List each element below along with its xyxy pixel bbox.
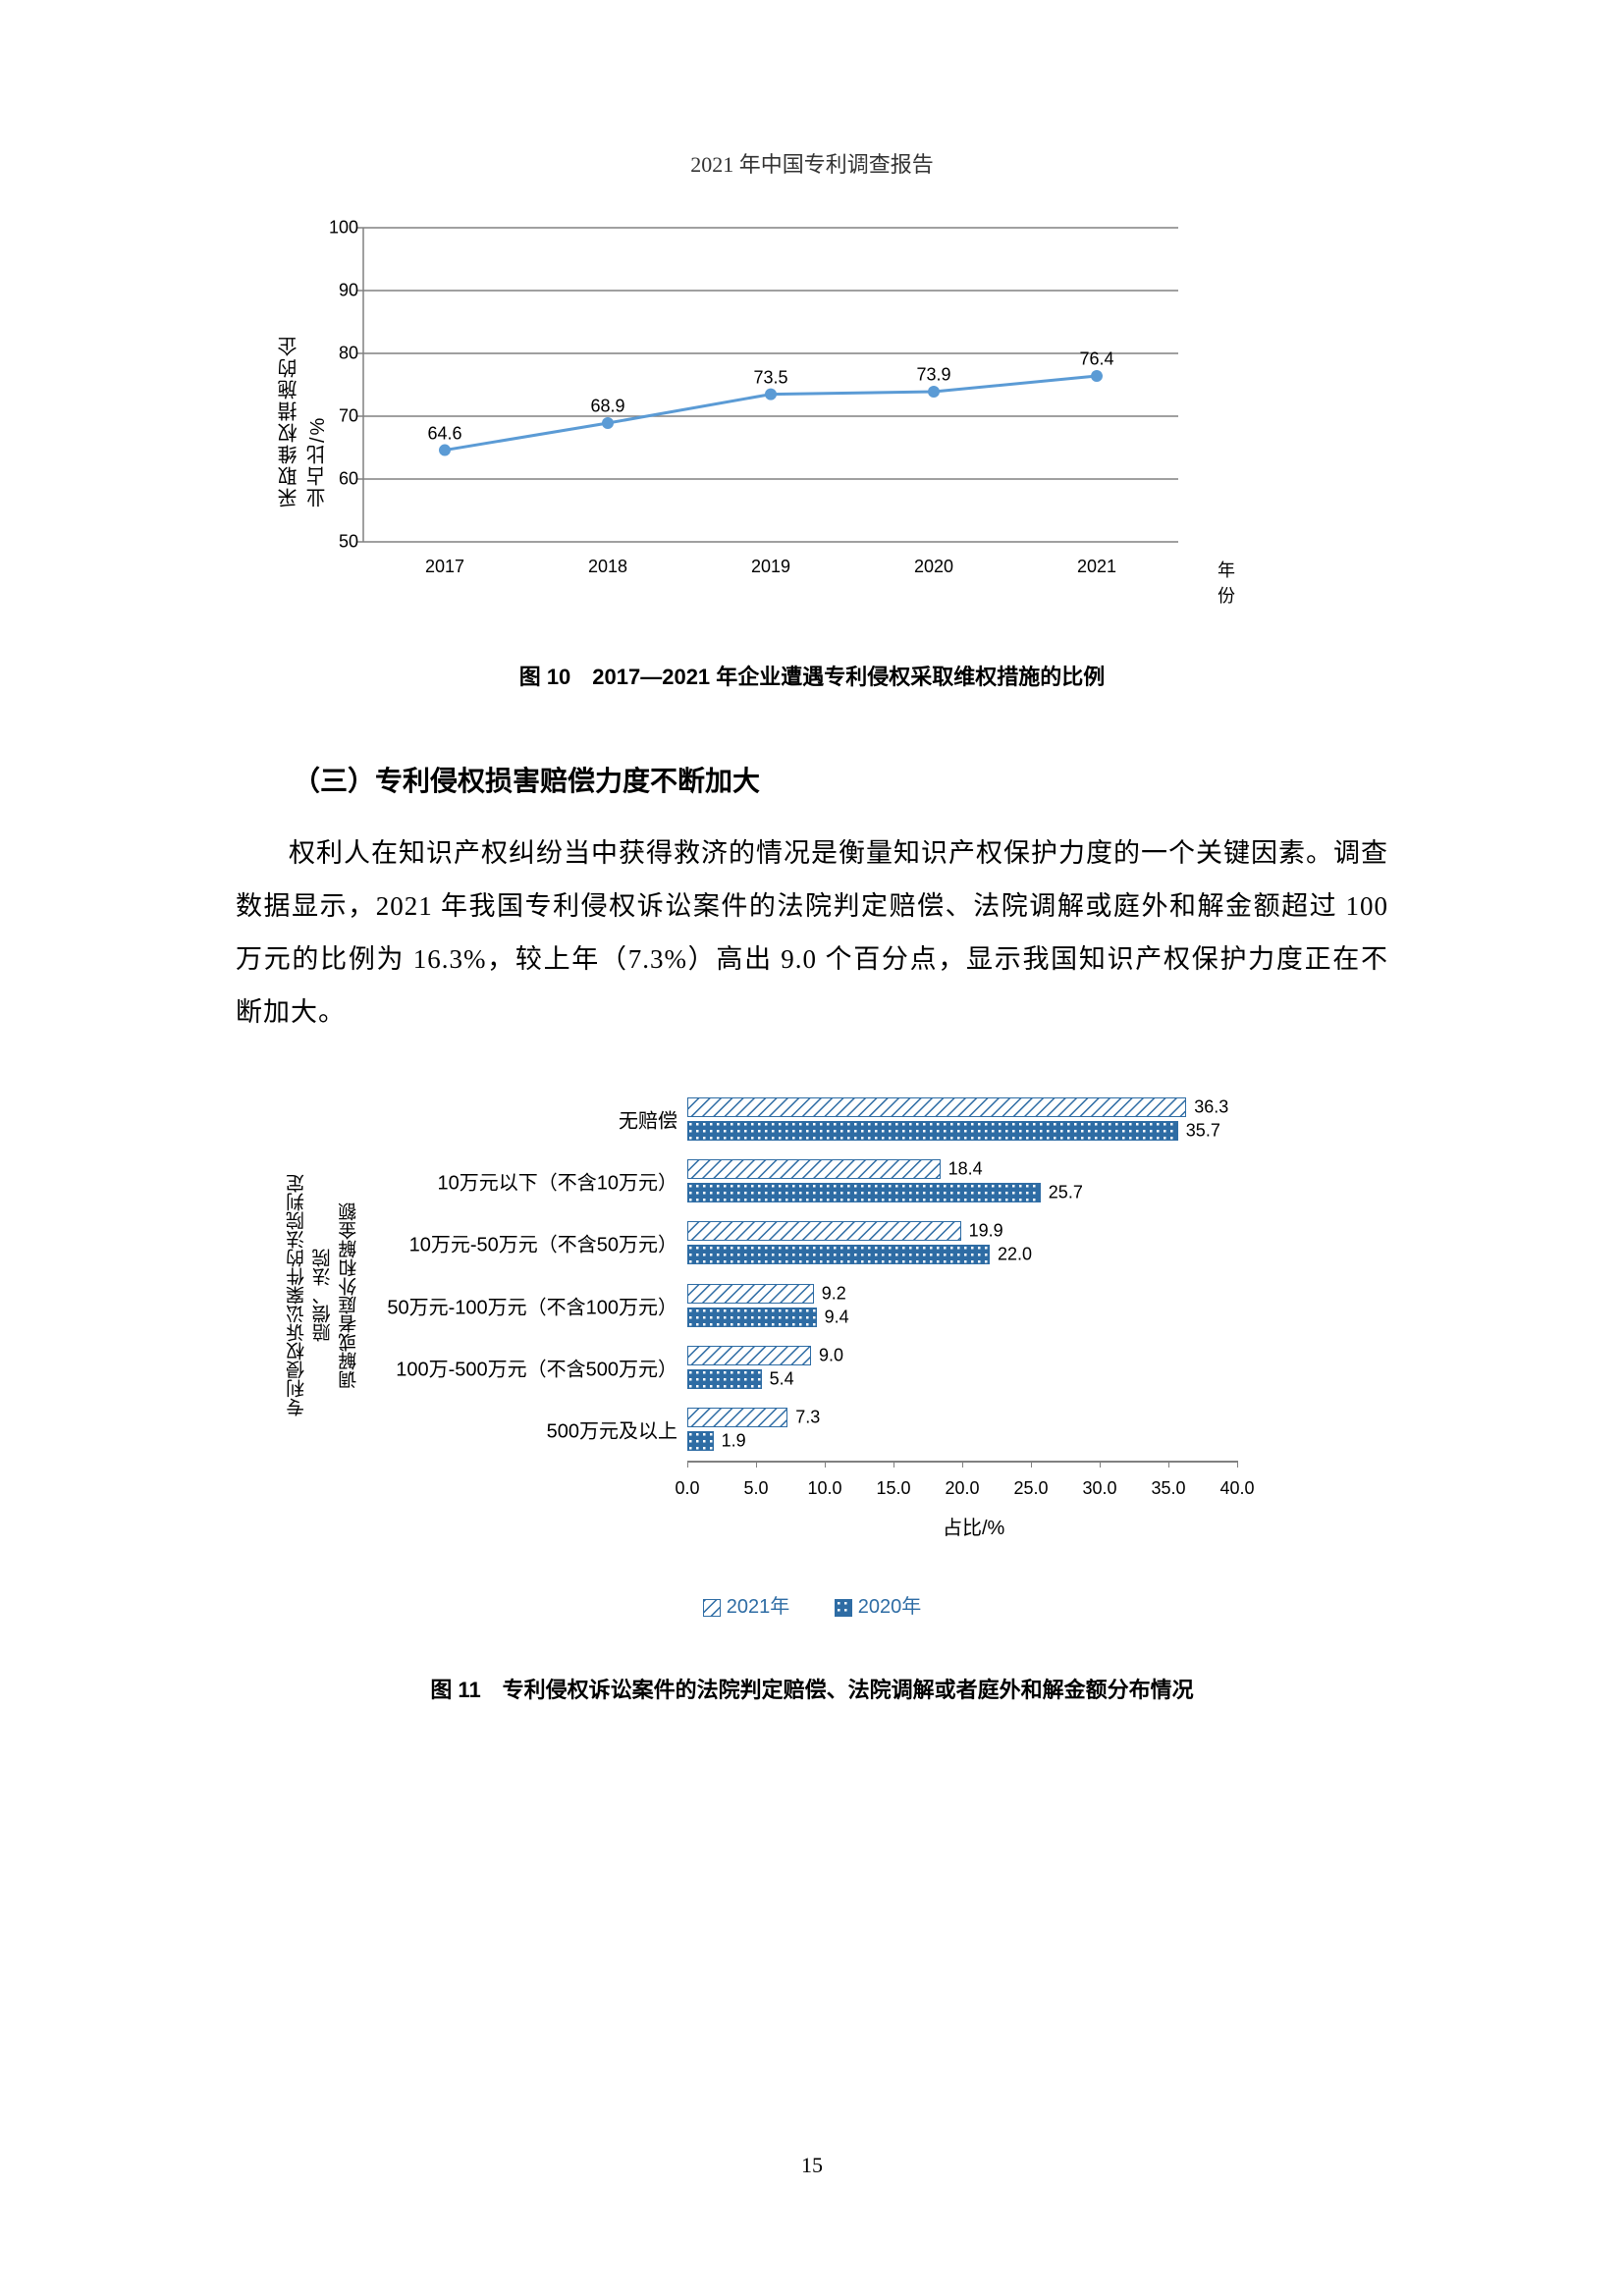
chart2-value-label: 22.0 [998, 1245, 1032, 1265]
chart2-bar-2021 [687, 1284, 814, 1304]
figure-10-line-chart: 采取维权措施的企业占比/% 5060708090100 201720182019… [295, 228, 1237, 601]
chart2-bar-2020 [687, 1369, 762, 1389]
chart2-bar-2020 [687, 1245, 990, 1264]
chart2-xtick: 10.0 [807, 1478, 841, 1499]
legend-item-2021: 2021年 [703, 1596, 795, 1618]
chart1-ytick: 50 [329, 532, 358, 553]
chart2-value-label: 1.9 [722, 1431, 746, 1452]
chart2-value-label: 19.9 [969, 1221, 1003, 1242]
chart1-xtick: 2018 [588, 557, 627, 577]
chart1-xtick: 2021 [1077, 557, 1116, 577]
chart2-value-label: 9.0 [819, 1346, 843, 1366]
chart2-value-label: 9.2 [822, 1283, 846, 1304]
chart2-category-label: 10万元以下（不含10万元） [324, 1167, 677, 1196]
chart1-data-label: 68.9 [590, 397, 624, 417]
chart2-xtick: 15.0 [876, 1478, 910, 1499]
chart2-xtick: 20.0 [945, 1478, 979, 1499]
figure-11-caption: 图 11 专利侵权诉讼案件的法院判定赔偿、法院调解或者庭外和解金额分布情况 [236, 1673, 1388, 1704]
figure-10-caption: 图 10 2017—2021 年企业遭遇专利侵权采取维权措施的比例 [236, 660, 1388, 691]
chart1-xaxis-title: 年份 [1218, 557, 1237, 608]
chart1-ytick: 90 [329, 281, 358, 301]
chart1-xtick: 2019 [751, 557, 790, 577]
chart1-ytick: 60 [329, 469, 358, 490]
chart2-bar-2021 [687, 1159, 941, 1179]
body-paragraph: 权利人在知识产权纠纷当中获得救济的情况是衡量知识产权保护力度的一个关键因素。调查… [236, 827, 1388, 1039]
chart2-value-label: 18.4 [948, 1159, 983, 1180]
chart2-bar-2021 [687, 1221, 961, 1241]
chart2-category-label: 10万元-50万元（不含50万元） [324, 1229, 677, 1257]
page-header: 2021 年中国专利调查报告 [236, 147, 1388, 179]
chart2-value-label: 35.7 [1186, 1120, 1220, 1141]
chart2-xtick: 35.0 [1151, 1478, 1185, 1499]
chart1-data-label: 76.4 [1079, 349, 1113, 370]
chart2-xtick: 5.0 [743, 1478, 768, 1499]
chart1-ytick: 70 [329, 406, 358, 427]
chart2-value-label: 9.4 [825, 1307, 849, 1327]
chart1-yaxis-title: 采取维权措施的企业占比/% [275, 321, 332, 507]
page-number: 15 [0, 2153, 1624, 2178]
chart1-data-label: 73.5 [753, 367, 787, 388]
chart2-bar-2020 [687, 1183, 1041, 1202]
chart1-data-label: 73.9 [916, 365, 950, 386]
chart2-value-label: 7.3 [795, 1408, 820, 1428]
chart1-xtick: 2020 [914, 557, 953, 577]
chart1-data-label: 64.6 [427, 423, 461, 444]
chart2-category-label: 50万元-100万元（不含100万元） [324, 1291, 677, 1319]
chart2-xtick: 40.0 [1219, 1478, 1254, 1499]
chart2-bar-2021 [687, 1408, 787, 1427]
chart1-ytick: 80 [329, 344, 358, 364]
chart2-xtick: 0.0 [675, 1478, 699, 1499]
chart2-bar-2020 [687, 1431, 714, 1451]
figure-11-bar-chart: 专利侵权诉讼案件的法院判定赔偿、法院 调解或者庭外和解金额 无赔偿10万元以下（… [295, 1088, 1286, 1549]
chart2-value-label: 5.4 [770, 1369, 794, 1390]
chart2-xaxis-title: 占比/% [943, 1512, 1004, 1540]
chart2-xtick: 30.0 [1082, 1478, 1116, 1499]
chart2-value-label: 36.3 [1194, 1096, 1228, 1117]
chart1-ytick: 100 [329, 218, 358, 239]
chart2-bar-2020 [687, 1121, 1178, 1141]
chart1-xtick: 2017 [425, 557, 464, 577]
chart2-category-label: 无赔偿 [324, 1104, 677, 1133]
section-heading: （三）专利侵权损害赔偿力度不断加大 [293, 760, 1388, 799]
chart2-category-label: 100万-500万元（不含500万元） [324, 1354, 677, 1382]
chart2-xtick: 25.0 [1013, 1478, 1048, 1499]
chart2-category-label: 500万元及以上 [324, 1415, 677, 1444]
chart2-value-label: 25.7 [1049, 1183, 1083, 1203]
chart2-legend: 2021年 2020年 [236, 1590, 1388, 1619]
chart2-bar-2021 [687, 1346, 811, 1365]
chart2-bar-2020 [687, 1308, 817, 1327]
legend-item-2020: 2020年 [835, 1596, 922, 1618]
chart2-bar-2021 [687, 1097, 1186, 1117]
